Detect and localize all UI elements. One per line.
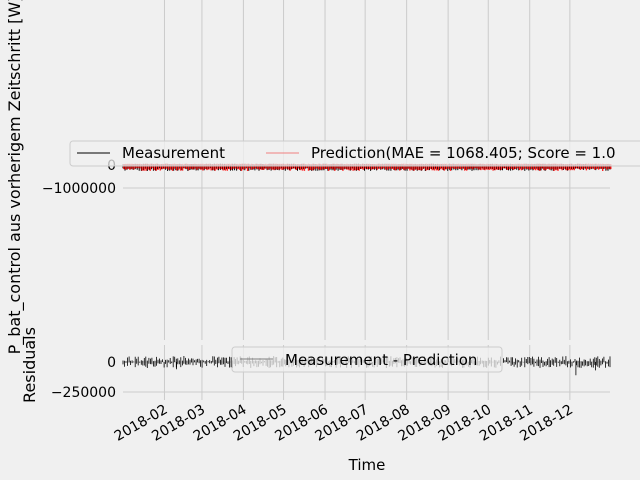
y-tick-label: −250000	[51, 385, 116, 401]
bottom-legend: Measurement - Prediction	[231, 346, 503, 373]
y-tick-label: 0	[107, 355, 116, 371]
x-axis-label: Time	[348, 456, 386, 474]
bottom-legend-box	[231, 346, 503, 373]
legend-label-residual: Measurement - Prediction	[285, 351, 477, 369]
legend-label-measurement: Measurement	[122, 144, 225, 162]
top-legend: Measurement Prediction(MAE = 1068.405; S…	[69, 140, 640, 167]
top-y-axis-label: P_bat_control aus vorherigem Zeitschritt…	[5, 0, 25, 354]
bottom-y-axis-label: Residuals	[20, 327, 39, 403]
bottom-y-tick-labels: 0 −250000	[51, 355, 116, 401]
legend-label-prediction: Prediction(MAE = 1068.405; Score = 1.0	[311, 144, 616, 162]
top-legend-box	[69, 140, 640, 167]
y-tick-label: −1000000	[42, 181, 116, 197]
